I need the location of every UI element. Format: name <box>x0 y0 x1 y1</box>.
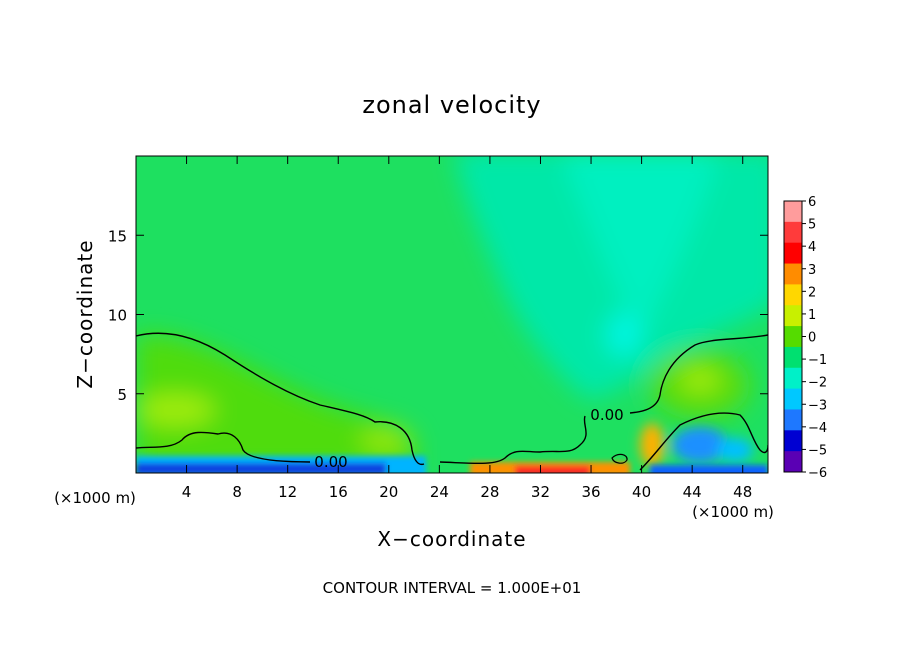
x-tick-label: 16 <box>329 483 348 501</box>
colorbar-label: 5 <box>808 218 816 233</box>
contour-line-lower-left <box>136 431 311 463</box>
x-axis-title: X−coordinate <box>377 527 526 551</box>
x-tick-label: 8 <box>232 483 242 501</box>
colorbar-swatch <box>784 388 802 410</box>
x-tick-label: 28 <box>480 483 499 501</box>
colorbar-label: 2 <box>808 285 816 300</box>
y-tick-label: 5 <box>117 386 127 404</box>
x-tick-label: 44 <box>683 483 702 501</box>
colorbar-swatch <box>784 346 802 369</box>
heatmap-field <box>136 156 768 473</box>
y-axis-ticks: 5 10 15 <box>108 227 768 404</box>
colorbar-swatch <box>784 430 802 452</box>
colorbar-label: 3 <box>808 263 816 278</box>
contour-line-right <box>629 334 768 414</box>
contour-line-upper-left <box>136 332 425 466</box>
colorbar-label: −2 <box>808 376 827 391</box>
heatmap-bottom-red <box>515 466 590 473</box>
heatmap-cyan-spot <box>606 313 642 357</box>
contour-label-left: 0.00 <box>314 453 347 471</box>
x-tick-label: 20 <box>379 483 398 501</box>
heatmap-orange-40 <box>640 423 664 467</box>
colorbar-swatch <box>784 201 802 223</box>
y-axis-title: Z−coordinate <box>73 239 97 388</box>
contour-line-center <box>439 415 587 465</box>
x-tick-label: 36 <box>581 483 600 501</box>
colorbar-swatch <box>784 284 802 306</box>
colorbar-swatch <box>784 305 802 327</box>
contour-label-center: 0.00 <box>590 406 623 424</box>
x-tick-label: 12 <box>278 483 297 501</box>
chart-title: zonal velocity <box>362 91 541 119</box>
colorbar-swatch <box>784 221 802 244</box>
colorbar-label: 4 <box>808 240 816 255</box>
colorbar-swatch <box>784 409 802 431</box>
x-axis-unit-right: (×1000 m) <box>692 503 774 521</box>
colorbar-label: −6 <box>808 466 827 481</box>
heatmap-bottom-blue-right <box>650 465 768 473</box>
colorbar: 6 5 4 3 2 1 0 −1 −2 −3 −4 −5 −6 <box>783 195 827 481</box>
y-tick-label: 15 <box>108 227 127 245</box>
x-tick-label: 24 <box>430 483 449 501</box>
x-tick-label: 40 <box>632 483 651 501</box>
colorbar-label: −5 <box>808 443 827 458</box>
contour-line-right-lower <box>639 412 768 471</box>
colorbar-swatch <box>784 367 802 390</box>
colorbar-swatch <box>784 451 802 473</box>
colorbar-label: 0 <box>808 331 816 346</box>
contour-line-small-loop <box>611 453 628 464</box>
x-tick-label: 4 <box>182 483 192 501</box>
colorbar-label: −3 <box>808 398 827 413</box>
heatmap-bottom-deepblue <box>136 463 386 473</box>
heatmap-cyan-core <box>562 156 719 340</box>
colorbar-swatch <box>784 326 802 348</box>
heatmap-positive-region <box>136 334 415 470</box>
heatmap-blue-right-2 <box>717 438 753 462</box>
colorbar-swatch <box>784 263 802 285</box>
colorbar-label: −4 <box>808 421 827 436</box>
colorbar-label: 6 <box>808 195 816 210</box>
heatmap-right-yellow <box>680 368 720 392</box>
y-tick-label: 10 <box>108 307 127 325</box>
colorbar-label: 1 <box>808 308 816 323</box>
heatmap-blue-right <box>672 427 728 463</box>
contour-interval-note: CONTOUR INTERVAL = 1.000E+01 <box>323 579 582 597</box>
heatmap-yellow-left <box>136 394 215 426</box>
colorbar-label: −1 <box>808 353 827 368</box>
x-axis-unit-left: (×1000 m) <box>54 489 136 507</box>
heatmap-yellow-mid <box>360 428 410 452</box>
x-tick-label: 48 <box>733 483 752 501</box>
x-tick-label: 32 <box>531 483 550 501</box>
x-axis-ticks: 4 8 12 16 20 24 28 32 36 40 44 48 <box>182 156 752 501</box>
colorbar-swatch <box>784 242 802 265</box>
